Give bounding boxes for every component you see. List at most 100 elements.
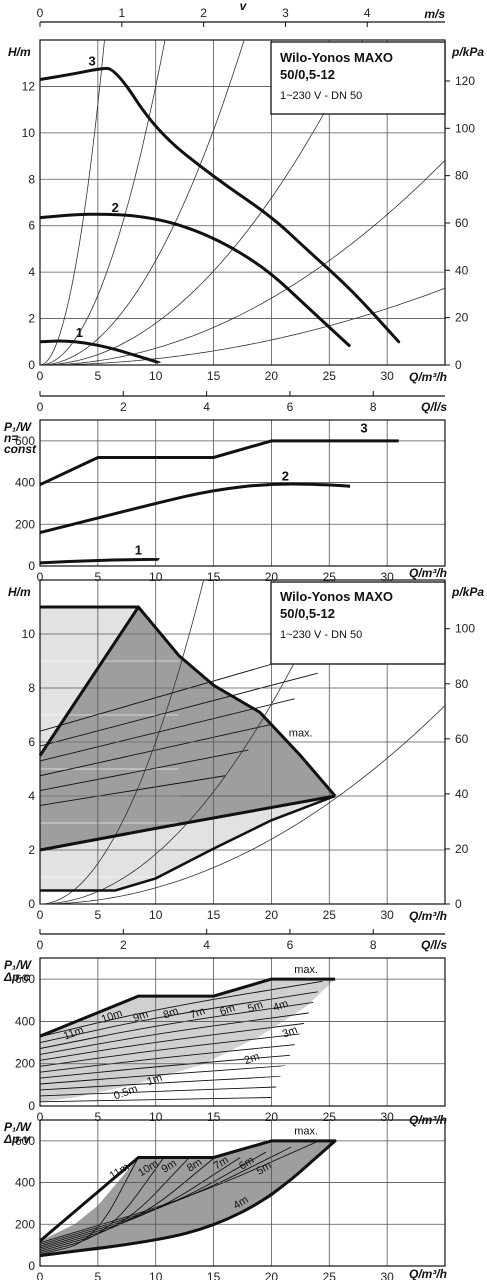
v-tick-label: 4 [364,6,371,20]
pressure-label: 1m [145,1072,163,1089]
series-label: 1 [135,543,142,558]
v-tick-label: 2 [200,6,207,20]
x-tick-label: 30 [380,369,394,383]
pressure-line [39,1054,290,1079]
x-tick-label: 15 [207,1270,221,1280]
y-tick-label: 400 [15,476,35,490]
y-tick-label: 600 [15,972,35,986]
ls-tick-label: 2 [120,400,127,414]
x-tick-label: 0 [37,570,44,584]
y-tick-label: 10 [22,627,36,641]
max-annotation: max. [289,728,313,740]
y-tick-label: 0 [28,559,35,573]
y2-tick-label: 80 [455,677,469,691]
x-tick-label: 20 [265,908,279,922]
series-1-line [39,339,161,365]
y-tick-label: 6 [28,219,35,233]
pressure-line [39,1086,277,1097]
y-axis-label-3: const [4,442,37,456]
title-line-1: Wilo-Yonos MAXO [280,589,393,604]
y2-tick-label: 40 [455,263,469,277]
pressure-label: 4m [272,998,290,1015]
plot-frame [39,579,446,905]
v-tick-label: 1 [118,6,125,20]
x-tick-label: 30 [380,908,394,922]
series-label: 3 [360,421,367,436]
max-curve [39,1139,336,1243]
system-curve [40,705,446,905]
pressure-line [39,1001,314,1049]
y2-axis-label: p/kPa [451,45,484,59]
x-tick-label: 25 [323,908,337,922]
max-annotation: max. [294,1126,318,1138]
y-tick-label: 200 [15,1217,35,1231]
pressure-line [39,1075,281,1091]
y-tick-label: 600 [15,434,35,448]
pressure-line [39,991,318,1044]
series-2-line [39,212,352,348]
pressure-label: 5m [246,999,264,1016]
y2-tick-label: 120 [455,74,475,88]
series-label: 2 [282,468,289,483]
x-tick-label: 15 [207,908,221,922]
y2-tick-label: 0 [455,358,462,372]
ms-axis-label: m/s [424,7,445,21]
y-axis-label: P₁/W [4,1120,33,1134]
pressure-line [39,1151,267,1247]
x-tick-label: 5 [95,908,102,922]
x-tick-label: 5 [95,1270,102,1280]
subtitle: 1~230 V - DN 50 [280,90,362,102]
y-tick-label: 600 [15,1134,35,1148]
pressure-label: 3m [281,1024,299,1041]
pressure-label: 7m [188,1005,206,1022]
pressure-label: 8m [162,1005,180,1022]
y2-tick-label: 100 [455,622,475,636]
ls-tick-label: 4 [203,400,210,414]
series-1-line [39,557,161,565]
y-tick-label: 200 [15,1057,35,1071]
plot-frame [39,1119,446,1267]
v-tick-label: 3 [282,6,289,20]
x-tick-label: 0 [37,369,44,383]
ls-tick-label: 0 [37,400,44,414]
control-range-dark [40,607,336,850]
x-tick-label: 10 [149,908,163,922]
chart-2: 0 2 4 6 8 Q/l/s0 5 10 15 20 25 300200400600P₁/Wn=co… [4,391,447,584]
title-line-1: Wilo-Yonos MAXO [280,50,393,65]
pressure-line [39,1012,309,1055]
ls-tick-label: 4 [203,938,210,952]
y-tick-label: 8 [28,681,35,695]
x-tick-label: 20 [265,369,279,383]
pressure-line [39,1146,292,1245]
max-curve [39,977,336,1038]
y-tick-label: 2 [28,312,35,326]
title-line-2: 50/0,5-12 [280,606,335,621]
pressure-line [39,1023,305,1061]
y-tick-label: 12 [22,79,36,93]
y-tick-label: 0 [28,897,35,911]
title-line-2: 50/0,5-12 [280,67,335,82]
system-curve [40,160,446,366]
y2-tick-label: 60 [455,216,469,230]
y-tick-label: 4 [28,265,35,279]
pressure-line [39,1065,286,1085]
x-tick-label: 20 [265,1270,279,1280]
plot-frame [39,957,446,1107]
system-curve [40,39,364,366]
series-3-line [39,439,399,487]
v-axis-label: v [240,0,248,13]
system-curve [39,579,204,905]
y-axis-label: H/m [8,585,31,599]
series-label: 2 [112,200,119,215]
x-axis-label: Q/m³/h [409,566,447,580]
v-tick-label: 0 [37,6,44,20]
y-tick-label: 400 [15,1176,35,1190]
ls-tick-label: 8 [370,938,377,952]
ls-tick-label: 2 [120,938,127,952]
y-tick-label: 6 [28,735,35,749]
pressure-line [39,1044,295,1073]
x-tick-label: 0 [37,1110,44,1124]
pressure-line [39,980,323,1038]
